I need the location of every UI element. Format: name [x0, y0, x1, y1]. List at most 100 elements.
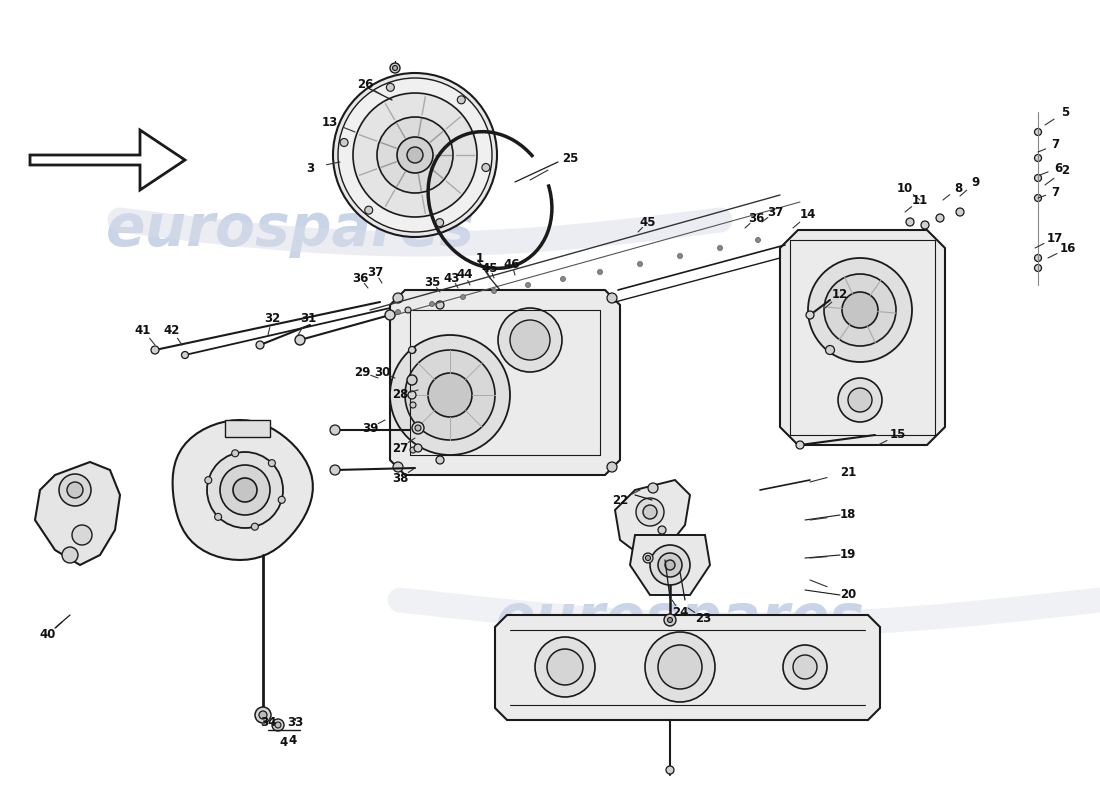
Circle shape	[72, 525, 92, 545]
Circle shape	[561, 277, 565, 282]
Circle shape	[386, 83, 395, 91]
Circle shape	[412, 422, 424, 434]
Text: 38: 38	[392, 471, 408, 485]
Circle shape	[405, 307, 411, 313]
Text: 24: 24	[672, 606, 689, 618]
Text: 30: 30	[374, 366, 390, 378]
Circle shape	[256, 341, 264, 349]
Text: 45: 45	[482, 262, 498, 274]
Circle shape	[597, 270, 603, 274]
Circle shape	[498, 308, 562, 372]
Polygon shape	[630, 535, 710, 595]
Circle shape	[658, 553, 682, 577]
Circle shape	[338, 78, 492, 232]
Circle shape	[272, 719, 284, 731]
Text: 1: 1	[476, 251, 484, 265]
Text: 36: 36	[748, 211, 764, 225]
Circle shape	[796, 441, 804, 449]
Circle shape	[396, 310, 400, 314]
Text: 6: 6	[1054, 162, 1063, 174]
Circle shape	[666, 766, 674, 774]
Circle shape	[646, 555, 650, 561]
Circle shape	[664, 614, 676, 626]
Circle shape	[526, 282, 530, 287]
Circle shape	[1034, 174, 1042, 182]
Circle shape	[205, 477, 212, 484]
Text: 27: 27	[392, 442, 408, 454]
Polygon shape	[780, 230, 945, 445]
Circle shape	[921, 221, 929, 229]
Circle shape	[638, 262, 642, 266]
Circle shape	[410, 402, 416, 408]
Circle shape	[936, 214, 944, 222]
Text: 42: 42	[164, 323, 180, 337]
Text: 43: 43	[443, 271, 460, 285]
Circle shape	[340, 138, 348, 146]
Circle shape	[806, 311, 814, 319]
Circle shape	[842, 292, 878, 328]
Circle shape	[825, 346, 835, 354]
Text: 41: 41	[135, 323, 151, 337]
Text: 44: 44	[456, 269, 473, 282]
Polygon shape	[35, 462, 120, 565]
Text: 37: 37	[367, 266, 383, 278]
Polygon shape	[226, 420, 270, 437]
Circle shape	[251, 523, 258, 530]
Circle shape	[390, 63, 400, 73]
Circle shape	[1034, 254, 1042, 262]
Text: 20: 20	[840, 589, 856, 602]
Polygon shape	[173, 420, 312, 560]
Circle shape	[658, 526, 666, 534]
Polygon shape	[390, 290, 620, 475]
Circle shape	[535, 637, 595, 697]
Text: 19: 19	[839, 549, 856, 562]
Circle shape	[848, 388, 872, 412]
Circle shape	[436, 301, 444, 309]
Text: 18: 18	[839, 509, 856, 522]
Text: 11: 11	[912, 194, 928, 206]
Circle shape	[397, 137, 433, 173]
Circle shape	[644, 553, 653, 563]
Text: 4: 4	[289, 734, 297, 746]
Text: 16: 16	[1059, 242, 1076, 254]
Circle shape	[232, 450, 239, 457]
Text: 25: 25	[562, 151, 579, 165]
Circle shape	[645, 632, 715, 702]
Circle shape	[1034, 129, 1042, 135]
Text: 31: 31	[300, 311, 316, 325]
Circle shape	[482, 163, 490, 171]
Circle shape	[275, 722, 280, 728]
Circle shape	[808, 258, 912, 362]
Circle shape	[666, 560, 675, 570]
Circle shape	[436, 218, 443, 226]
Circle shape	[295, 335, 305, 345]
Text: eurospares: eurospares	[495, 591, 865, 649]
Circle shape	[214, 514, 221, 520]
Circle shape	[461, 294, 465, 299]
Circle shape	[756, 238, 760, 242]
Circle shape	[67, 482, 82, 498]
Text: 36: 36	[352, 271, 368, 285]
Circle shape	[1034, 154, 1042, 162]
Circle shape	[207, 452, 283, 528]
Circle shape	[607, 293, 617, 303]
Circle shape	[824, 274, 896, 346]
Circle shape	[783, 645, 827, 689]
Text: 22: 22	[612, 494, 628, 506]
Text: 35: 35	[424, 275, 440, 289]
Circle shape	[390, 335, 510, 455]
Circle shape	[410, 447, 416, 453]
Circle shape	[182, 351, 188, 358]
Text: 15: 15	[890, 429, 906, 442]
Circle shape	[258, 711, 267, 719]
Text: 10: 10	[896, 182, 913, 194]
Polygon shape	[495, 615, 880, 720]
Circle shape	[385, 310, 395, 320]
Text: 32: 32	[264, 311, 280, 325]
Text: 40: 40	[40, 629, 56, 642]
Polygon shape	[615, 480, 690, 555]
Text: 12: 12	[832, 289, 848, 302]
Text: 45: 45	[640, 215, 657, 229]
Circle shape	[330, 465, 340, 475]
Circle shape	[62, 547, 78, 563]
